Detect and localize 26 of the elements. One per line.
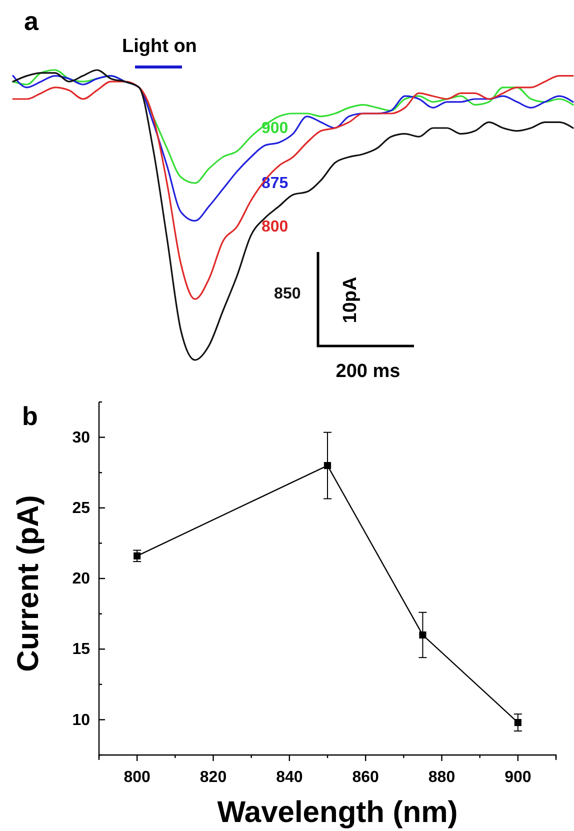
y-tick-label: 15 (72, 641, 90, 658)
point (419, 631, 426, 639)
point (514, 718, 522, 726)
y-tick-label: 30 (72, 429, 90, 446)
series-label: 800 (261, 218, 288, 236)
chart-title: b (22, 401, 38, 431)
y-tick-label: 10 (72, 712, 90, 729)
text: 850 (274, 285, 301, 302)
x-tick-label: 800 (124, 769, 151, 786)
annotation: 10pA (340, 276, 361, 324)
x-axis-title: Wavelength (nm) (217, 796, 458, 829)
x-tick-label: 860 (352, 769, 380, 786)
text: Light on (122, 36, 197, 57)
series-label: 875 (261, 175, 288, 192)
x-tick-label: 900 (504, 769, 532, 786)
text: 200 ms (336, 361, 400, 382)
point (134, 552, 141, 560)
x-tick-label: 840 (276, 769, 303, 786)
point (324, 462, 332, 470)
y-tick-label: 20 (72, 570, 90, 588)
chart-title: a (24, 6, 39, 36)
series-label: 900 (261, 120, 288, 137)
x-tick-label: 880 (428, 769, 456, 786)
x-tick-label: 820 (200, 769, 227, 786)
y-tick-label: 25 (72, 500, 90, 518)
y-axis-title: Current (pA) (12, 495, 45, 672)
